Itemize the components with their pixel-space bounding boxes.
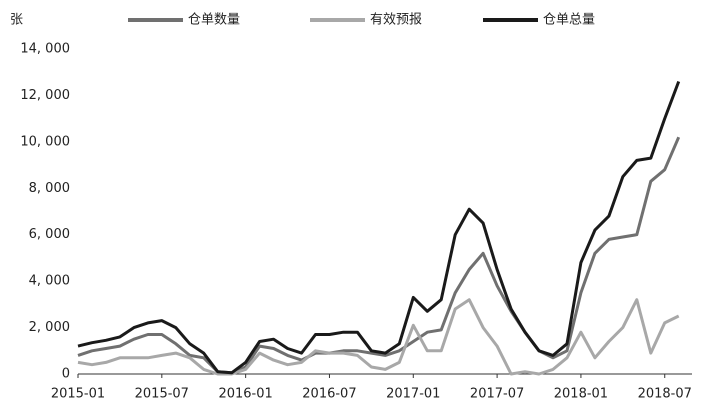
x-tick-label: 2015-07 bbox=[135, 387, 189, 402]
y-tick-label: 0 bbox=[62, 367, 70, 382]
legend-label: 仓单总量 bbox=[543, 13, 595, 28]
y-tick-label: 8, 000 bbox=[29, 181, 70, 196]
y-tick-label: 2, 000 bbox=[29, 320, 70, 335]
y-tick-label: 10, 000 bbox=[20, 134, 70, 149]
x-tick-label: 2017-01 bbox=[386, 387, 440, 402]
y-tick-label: 12, 000 bbox=[20, 88, 70, 103]
y-axis-label: 张 bbox=[10, 13, 23, 28]
x-tick-label: 2018-07 bbox=[638, 387, 692, 402]
x-tick-label: 2018-01 bbox=[554, 387, 608, 402]
x-tick-label: 2016-01 bbox=[218, 387, 272, 402]
legend-label: 有效预报 bbox=[370, 13, 422, 28]
series-line bbox=[77, 136, 681, 375]
legend-label: 仓单数量 bbox=[188, 13, 240, 28]
x-tick-label: 2017-07 bbox=[470, 387, 524, 402]
y-tick-label: 4, 000 bbox=[29, 274, 70, 289]
series-line bbox=[77, 298, 680, 376]
x-tick-label: 2015-01 bbox=[51, 387, 105, 402]
y-tick-label: 6, 000 bbox=[29, 227, 70, 242]
y-tick-label: 14, 000 bbox=[20, 42, 70, 57]
x-tick-label: 2016-07 bbox=[302, 387, 356, 402]
series-line bbox=[77, 80, 681, 375]
